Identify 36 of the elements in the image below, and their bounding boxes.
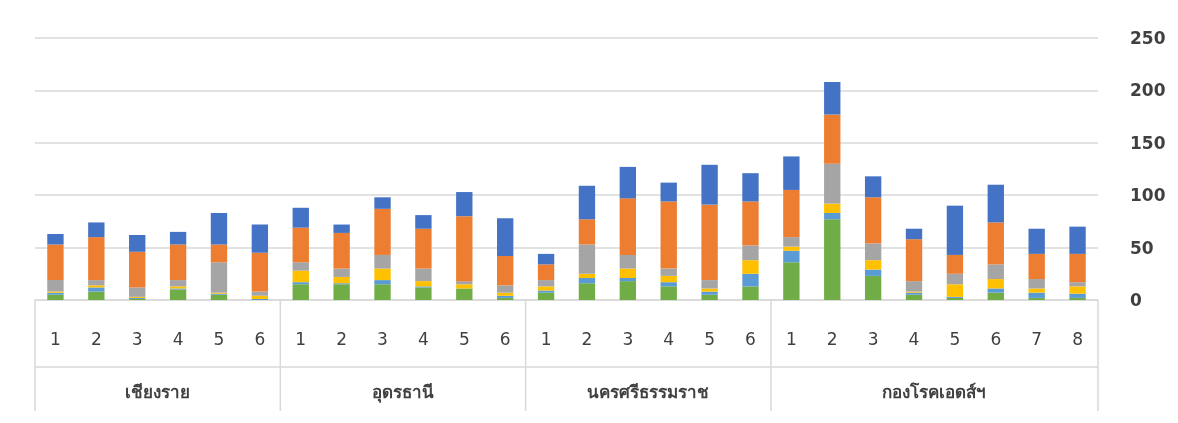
x-tick-label: 5: [704, 328, 716, 349]
x-tick-label: 1: [785, 328, 797, 349]
x-tick-label: 2: [581, 328, 593, 349]
y-tick-label: 50: [1130, 237, 1154, 258]
x-tick-label: 3: [622, 328, 634, 349]
x-tick-label: 1: [295, 328, 307, 349]
x-tick-label: 3: [131, 328, 143, 349]
x-tick-label: 5: [213, 328, 225, 349]
text: เชียงราย: [125, 382, 191, 402]
x-tick-label: 4: [908, 328, 920, 349]
text: อุดรธานี: [371, 382, 434, 403]
x-tick-label: 3: [377, 328, 388, 349]
y-tick-label: 200: [1130, 80, 1166, 101]
x-tick-label: 2: [826, 328, 838, 349]
x-tick-label: 4: [663, 328, 675, 349]
x-tick-label: 6: [254, 328, 266, 349]
text: กองโรคเอดส์ฯ: [882, 382, 987, 402]
x-tick-label: 6: [745, 328, 756, 349]
x-tick-label: 1: [50, 328, 61, 349]
x-tick-label: 7: [1031, 328, 1043, 349]
x-tick-label: 6: [499, 328, 511, 349]
x-tick-label: 5: [949, 328, 961, 349]
y-tick-label: 100: [1130, 185, 1166, 206]
x-tick-label: 4: [417, 328, 429, 349]
x-tick-label: 3: [867, 328, 879, 349]
y-tick-label: 150: [1130, 132, 1166, 153]
x-tick-label: 1: [540, 328, 552, 349]
x-tick-label: 5: [458, 328, 470, 349]
text: นครศรีธรรมราช: [587, 382, 710, 402]
x-tick-label: 6: [990, 328, 1002, 349]
x-tick-label: 4: [172, 328, 184, 349]
y-tick-label: 250: [1130, 28, 1166, 48]
x-tick-label: 8: [1072, 328, 1083, 349]
x-tick-label: 2: [336, 328, 348, 349]
y-tick-label: 0: [1130, 290, 1142, 310]
x-tick-label: 2: [90, 328, 102, 349]
